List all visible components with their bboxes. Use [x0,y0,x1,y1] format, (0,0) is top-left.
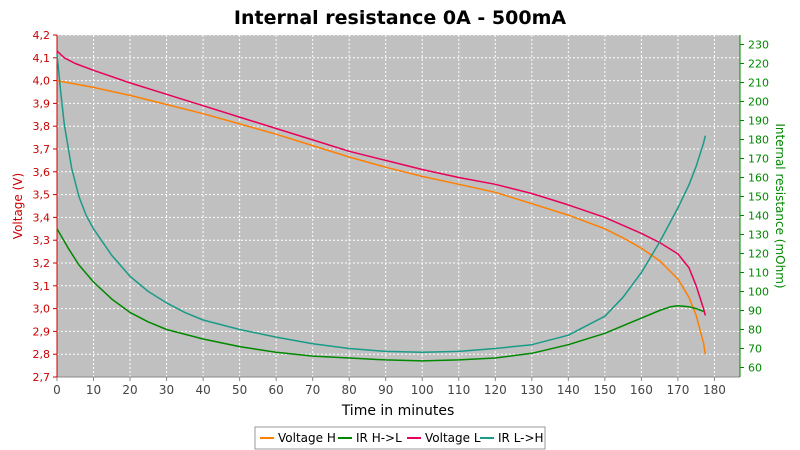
y-left-tick-label: 4,0 [33,75,51,88]
y-right-tick-label: 160 [748,172,769,185]
series-line-3 [56,53,707,354]
y-right-tick-label: 80 [748,324,762,337]
x-tick-label: 150 [593,383,616,397]
y-right-tick-label: 190 [748,115,769,128]
plot-area [57,35,740,377]
legend: Voltage H IR H->L Voltage L IR L->H [254,426,546,450]
x-tick-label: 0 [53,383,61,397]
y-right-tick-label: 100 [748,286,769,299]
x-tick-label: 10 [86,383,101,397]
series-line-1 [56,228,704,362]
x-tick-label: 60 [269,383,284,397]
y-right-tick-label: 200 [748,96,769,109]
x-tick-label: 20 [122,383,137,397]
y-right-tick-label: 150 [748,191,769,204]
x-tick-label: 70 [305,383,320,397]
x-tick-label: 90 [378,383,393,397]
x-axis-ticks: 0 10 20 30 40 50 60 70 80 90 100 110 120 130 140 150 160… [53,377,726,397]
y-left-tick-label: 4,2 [33,29,51,42]
y-right-tick-label: 140 [748,210,769,223]
y-left-axis-label: Voltage (V) [11,173,25,239]
y-right-tick-label: 70 [748,343,762,356]
y-left-tick-label: 3,2 [33,257,51,270]
y-left-tick-label: 3,1 [33,280,51,293]
y-left-tick-label: 2,8 [33,348,51,361]
x-tick-label: 80 [342,383,357,397]
y-left-tick-label: 3,8 [33,120,51,133]
y-left-tick-label: 2,9 [33,325,51,338]
y-right-tick-label: 230 [748,39,769,52]
y-left-tick-label: 3,7 [33,143,51,156]
legend-label-1: IR H->L [356,431,402,445]
y-right-tick-label: 110 [748,267,769,280]
y-left-tick-label: 3,9 [33,97,51,110]
legend-label-3: IR L->H [498,431,544,445]
legend-label-0: Voltage H [278,431,336,445]
y-right-axis-ticks: 60 70 80 90 100 110 120 130 140 150 160 170 180 190 20… [740,39,769,375]
x-tick-label: 120 [484,383,507,397]
x-tick-label: 180 [703,383,726,397]
y-right-tick-label: 90 [748,305,762,318]
x-tick-label: 50 [232,383,247,397]
series-lines [56,50,707,362]
y-left-tick-label: 3,6 [33,166,51,179]
y-right-tick-label: 210 [748,77,769,90]
y-left-tick-label: 3,4 [33,211,51,224]
y-right-tick-label: 130 [748,229,769,242]
x-tick-label: 100 [411,383,434,397]
x-tick-label: 170 [666,383,689,397]
x-tick-label: 140 [557,383,580,397]
legend-box [254,426,546,450]
y-left-tick-label: 3,0 [33,303,51,316]
x-tick-label: 130 [520,383,543,397]
y-right-tick-label: 180 [748,134,769,147]
y-left-axis-ticks: 2,7 2,8 2,9 3,0 3,1 3,2 3,3 3,4 3,5 3,6 3,7 3,8 3,9 4… [33,29,57,384]
y-right-tick-label: 170 [748,153,769,166]
series-line-0 [56,79,707,355]
chart-title: Internal resistance 0A - 500mA [234,7,566,29]
x-axis-label: Time in minutes [341,403,455,419]
legend-label-2: Voltage L [425,431,481,445]
y-right-tick-label: 60 [748,362,762,375]
series-line-2 [56,50,707,316]
y-right-tick-label: 220 [748,58,769,71]
y-left-tick-label: 3,3 [33,234,51,247]
y-left-tick-label: 2,7 [33,371,51,384]
x-tick-label: 30 [159,383,174,397]
y-left-tick-label: 4,1 [33,52,51,65]
y-left-tick-label: 3,5 [33,189,51,202]
y-right-axis-label: Internal resistance (mOhm) [773,123,787,288]
x-tick-label: 110 [447,383,470,397]
x-tick-label: 160 [630,383,653,397]
x-tick-label: 40 [195,383,210,397]
y-right-tick-label: 120 [748,248,769,261]
